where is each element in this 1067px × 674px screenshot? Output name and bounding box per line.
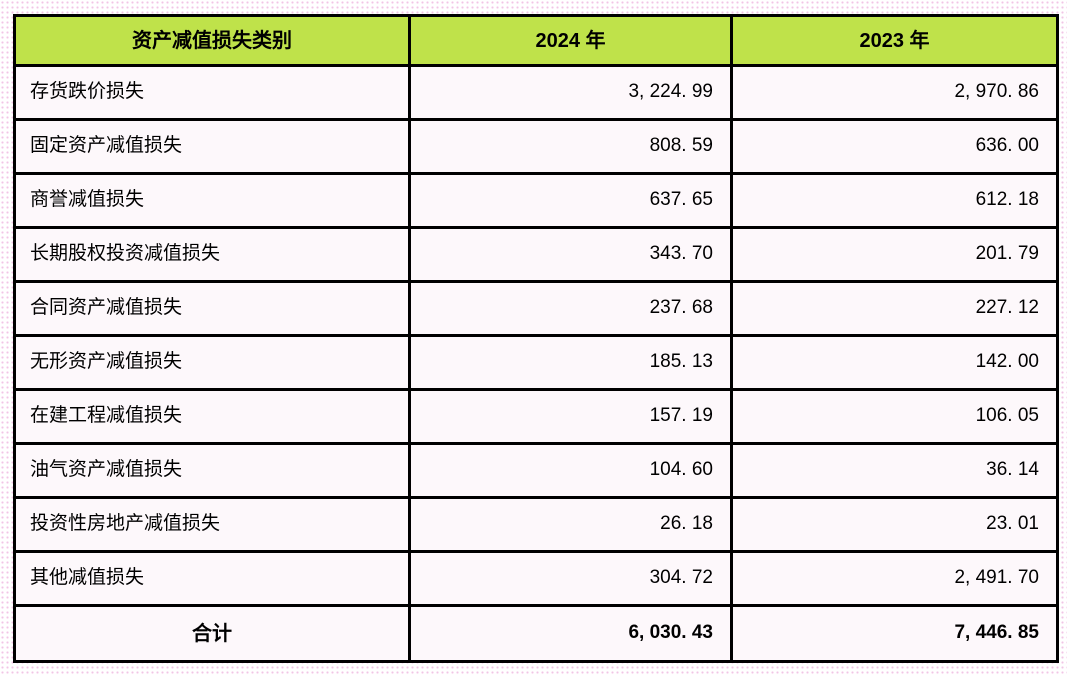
- row-label: 固定资产减值损失: [13, 118, 411, 175]
- total-value-2024: 6, 030. 43: [408, 604, 733, 663]
- row-label: 商誉减值损失: [13, 172, 411, 229]
- table-row: 存货跌价损失 3, 224. 99 2, 970. 86: [13, 64, 1059, 121]
- row-label: 存货跌价损失: [13, 64, 411, 121]
- table-row: 在建工程减值损失 157. 19 106. 05: [13, 388, 1059, 445]
- total-value-2023: 7, 446. 85: [730, 604, 1059, 663]
- table-row: 油气资产减值损失 104. 60 36. 14: [13, 442, 1059, 499]
- row-label: 其他减值损失: [13, 550, 411, 607]
- total-label: 合计: [13, 604, 411, 663]
- row-value-2023: 636. 00: [730, 118, 1059, 175]
- row-value-2023: 36. 14: [730, 442, 1059, 499]
- table-row: 投资性房地产减值损失 26. 18 23. 01: [13, 496, 1059, 553]
- row-value-2023: 142. 00: [730, 334, 1059, 391]
- row-value-2024: 637. 65: [408, 172, 733, 229]
- header-category: 资产减值损失类别: [13, 14, 411, 67]
- table-row: 固定资产减值损失 808. 59 636. 00: [13, 118, 1059, 175]
- row-value-2024: 104. 60: [408, 442, 733, 499]
- row-label: 在建工程减值损失: [13, 388, 411, 445]
- row-label: 油气资产减值损失: [13, 442, 411, 499]
- row-value-2023: 227. 12: [730, 280, 1059, 337]
- row-value-2024: 304. 72: [408, 550, 733, 607]
- row-label: 合同资产减值损失: [13, 280, 411, 337]
- row-value-2023: 2, 970. 86: [730, 64, 1059, 121]
- row-value-2023: 106. 05: [730, 388, 1059, 445]
- row-label: 无形资产减值损失: [13, 334, 411, 391]
- table-row: 合同资产减值损失 237. 68 227. 12: [13, 280, 1059, 337]
- row-value-2024: 3, 224. 99: [408, 64, 733, 121]
- table-row: 商誉减值损失 637. 65 612. 18: [13, 172, 1059, 229]
- row-value-2023: 201. 79: [730, 226, 1059, 283]
- table-row: 长期股权投资减值损失 343. 70 201. 79: [13, 226, 1059, 283]
- row-value-2024: 808. 59: [408, 118, 733, 175]
- table-row: 其他减值损失 304. 72 2, 491. 70: [13, 550, 1059, 607]
- impairment-loss-table: 资产减值损失类别 2024 年 2023 年 存货跌价损失 3, 224. 99…: [13, 14, 1059, 663]
- header-year-2024: 2024 年: [408, 14, 733, 67]
- row-value-2024: 157. 19: [408, 388, 733, 445]
- row-value-2024: 26. 18: [408, 496, 733, 553]
- table-row: 无形资产减值损失 185. 13 142. 00: [13, 334, 1059, 391]
- row-value-2024: 343. 70: [408, 226, 733, 283]
- row-value-2024: 185. 13: [408, 334, 733, 391]
- row-value-2024: 237. 68: [408, 280, 733, 337]
- row-value-2023: 612. 18: [730, 172, 1059, 229]
- total-row: 合计 6, 030. 43 7, 446. 85: [13, 604, 1059, 663]
- row-label: 投资性房地产减值损失: [13, 496, 411, 553]
- row-value-2023: 23. 01: [730, 496, 1059, 553]
- header-year-2023: 2023 年: [730, 14, 1059, 67]
- row-label: 长期股权投资减值损失: [13, 226, 411, 283]
- header-row: 资产减值损失类别 2024 年 2023 年: [13, 14, 1059, 67]
- row-value-2023: 2, 491. 70: [730, 550, 1059, 607]
